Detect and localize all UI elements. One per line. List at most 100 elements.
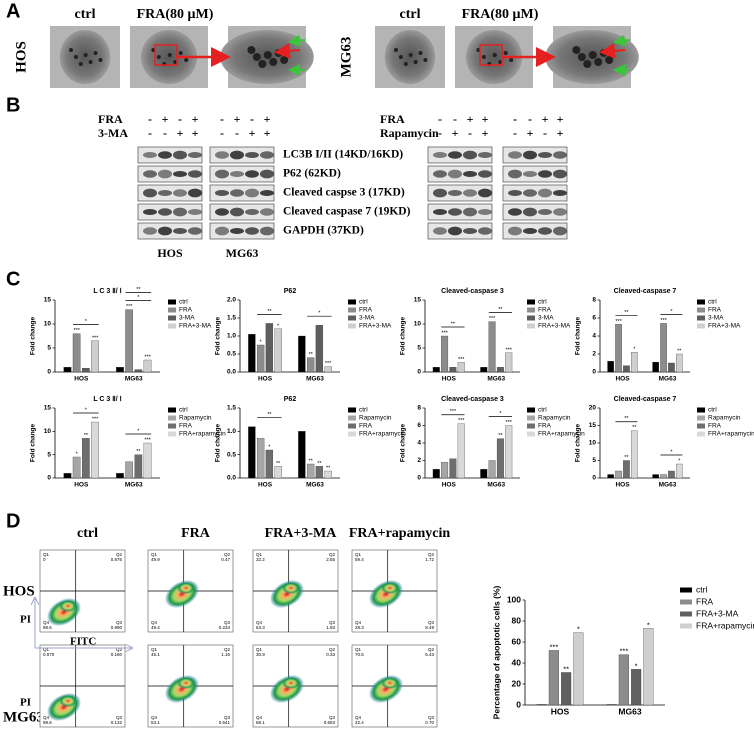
- legend-label: Rapamycin: [359, 415, 392, 422]
- band: [448, 226, 462, 236]
- bar: [643, 628, 654, 706]
- chart-title: Cleaved-caspase 7: [614, 396, 677, 403]
- y-tick-label: 5: [47, 345, 51, 352]
- quadrant-value: 0.641: [219, 720, 231, 725]
- pointer: [613, 34, 631, 47]
- panel-label: D: [6, 510, 20, 532]
- condition-label: FRA: [181, 526, 211, 541]
- treatment-sign: -: [513, 112, 517, 126]
- significance: **: [563, 664, 569, 673]
- y-axis-label: Fold change: [215, 423, 222, 462]
- quadrant-name: Q1: [256, 647, 263, 652]
- band-label: GAPDH (37KD): [283, 225, 364, 237]
- significance: ***: [489, 316, 496, 322]
- quadrant-name: Q1: [151, 647, 158, 652]
- bar: [432, 367, 440, 373]
- band: [245, 152, 259, 158]
- legend-swatch: [697, 407, 705, 413]
- significance: *: [633, 347, 636, 353]
- quadrant-value: 1.16: [221, 652, 230, 657]
- cell: [59, 30, 111, 84]
- legend-label: FRA+3-MA: [538, 323, 571, 330]
- legend-label: FRA+3-MA: [359, 323, 392, 330]
- significance: *: [137, 295, 140, 301]
- band: [538, 209, 552, 215]
- band: [433, 170, 447, 178]
- significance: ***: [441, 330, 448, 336]
- band: [245, 209, 259, 215]
- band: [463, 228, 477, 234]
- legend-swatch: [348, 307, 356, 313]
- quadrant-value: 2.55: [326, 557, 335, 562]
- organelle: [78, 62, 83, 66]
- condition-label: ctrl: [75, 7, 96, 22]
- band: [260, 226, 274, 236]
- bar: [441, 462, 449, 479]
- bar: [631, 430, 638, 479]
- bar: [623, 365, 630, 373]
- quadrant-value: 0.132: [111, 720, 123, 725]
- y-tick-label: 8: [417, 405, 421, 412]
- quadrant-value: 0.33: [326, 652, 335, 657]
- quadrant-name: Q3: [428, 620, 435, 625]
- bar: [298, 431, 306, 479]
- quadrant-name: Q4: [151, 620, 158, 625]
- y-axis-label: PI: [20, 697, 31, 709]
- organelle: [69, 48, 73, 52]
- quadrant-value: 59.4: [355, 557, 364, 562]
- treatment-sign: -: [453, 112, 457, 126]
- band: [478, 170, 492, 178]
- band: [523, 189, 537, 197]
- band: [188, 227, 202, 235]
- x-tick-label: HOS: [442, 376, 457, 383]
- bar: [256, 344, 265, 373]
- legend-swatch: [527, 307, 535, 313]
- band-label: LC3B I/II (14KD/16KD): [283, 149, 403, 161]
- significance: **: [624, 310, 629, 316]
- band: [173, 171, 187, 177]
- organelle: [398, 55, 403, 59]
- bar: [457, 423, 465, 479]
- organelle: [263, 51, 272, 59]
- legend-swatch: [168, 323, 176, 329]
- significance: ***: [458, 357, 465, 363]
- x-axis-label: FITC: [70, 636, 96, 648]
- significance: **: [624, 416, 629, 422]
- bar: [536, 704, 547, 706]
- x-tick-label: MG63: [659, 376, 677, 383]
- band: [478, 152, 492, 158]
- treatment-sign: -: [163, 126, 167, 140]
- treatment-sign: +: [162, 112, 169, 126]
- legend-label: FRA: [696, 596, 713, 606]
- band: [508, 151, 522, 159]
- bar: [607, 361, 614, 373]
- band: [260, 208, 274, 216]
- band: [433, 227, 447, 235]
- y-tick-label: 60: [512, 636, 522, 646]
- treatment-sign: +: [452, 126, 459, 140]
- band: [158, 208, 172, 216]
- legend-swatch: [680, 623, 692, 629]
- bar: [116, 473, 124, 479]
- legend-label: 3-MA: [179, 315, 195, 322]
- treatment-sign: -: [438, 126, 442, 140]
- y-axis-label: Percentage of apoptotic cells (%): [491, 585, 501, 719]
- organelle: [93, 51, 98, 55]
- y-tick-label: 6: [417, 422, 421, 429]
- band: [433, 188, 447, 198]
- quadrant-value: 0.876: [111, 557, 123, 562]
- panel-label: C: [6, 268, 20, 290]
- band: [188, 188, 202, 198]
- significance: **: [317, 461, 322, 467]
- bar: [496, 367, 504, 373]
- legend-swatch: [168, 415, 176, 421]
- bar: [306, 463, 315, 479]
- bar: [561, 672, 572, 706]
- y-tick-label: 0.0: [227, 369, 236, 376]
- x-tick-label: HOS: [442, 482, 457, 489]
- quadrant-value: 49.4: [151, 625, 160, 630]
- band: [463, 171, 477, 177]
- quadrant-value: 1.72: [425, 557, 434, 562]
- organelle: [156, 55, 161, 59]
- treatment-label: 3-MA: [98, 126, 128, 140]
